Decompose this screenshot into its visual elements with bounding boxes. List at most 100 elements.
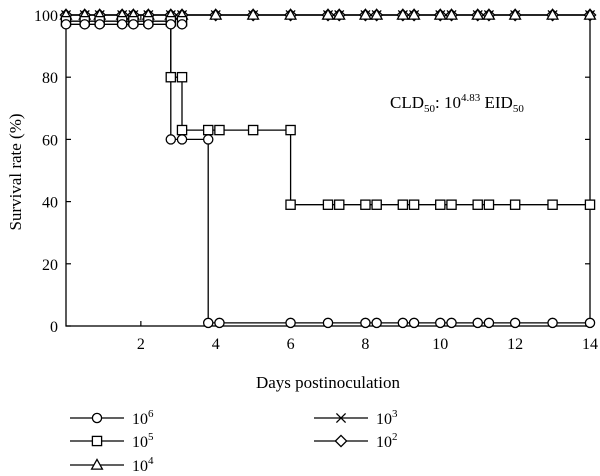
cld50-annotation: CLD50: 104.83 EID50 <box>390 92 524 115</box>
annotation-mid: : 10 <box>435 93 461 112</box>
data-point-square <box>584 199 596 210</box>
annotation-prefix: CLD <box>390 93 424 112</box>
legend-item-x: 103 <box>314 408 398 428</box>
plot-frame <box>65 14 591 327</box>
series-line-circle <box>66 23 590 324</box>
data-point-triangle <box>583 8 597 20</box>
data-point-circle <box>285 317 296 329</box>
legend-label: 105 <box>132 431 154 451</box>
legend-marker-diamond <box>334 434 348 448</box>
data-point-square <box>165 71 177 83</box>
annotation-suffix-sub: 50 <box>513 103 525 115</box>
data-point-square <box>360 199 371 210</box>
annotation-mid-sup: 4.83 <box>461 92 481 104</box>
data-point-square <box>472 199 483 210</box>
data-point-square <box>446 199 457 210</box>
legend-label-base: 10 <box>132 411 148 428</box>
y-tick-label: 0 <box>50 319 58 336</box>
legend-label-exponent: 3 <box>392 408 398 420</box>
data-point-circle <box>143 19 154 30</box>
data-point-circle <box>446 317 457 329</box>
data-point-square <box>176 71 188 83</box>
x-tick-label: 4 <box>212 336 220 353</box>
legend-label: 106 <box>132 408 154 428</box>
data-point-circle <box>128 19 139 30</box>
annotation-suffix: EID <box>480 93 513 112</box>
data-point-triangle <box>407 8 421 20</box>
data-point-circle <box>322 317 334 329</box>
data-point-circle <box>60 19 72 30</box>
data-point-circle <box>360 317 371 329</box>
legend-marker-triangle <box>90 458 104 470</box>
data-point-circle <box>408 317 420 329</box>
annotation-prefix-sub: 50 <box>424 103 436 115</box>
legend-label-exponent: 2 <box>392 431 398 443</box>
data-point-circle <box>483 317 495 329</box>
legend-item-circle: 106 <box>70 408 154 428</box>
legend-item-diamond: 102 <box>314 431 398 451</box>
data-point-triangle <box>332 8 346 20</box>
data-point-circle <box>176 19 188 30</box>
data-point-triangle <box>396 8 410 20</box>
data-point-square <box>322 199 334 210</box>
data-point-square <box>214 124 225 136</box>
axes: 2 4 6 8 10 12 14 0 20 40 60 80 100 <box>34 8 598 353</box>
data-point-square <box>285 199 296 210</box>
data-point-square <box>247 124 259 136</box>
y-tick-label: 40 <box>42 195 58 212</box>
data-point-triangle <box>546 8 560 20</box>
x-tick-label: 14 <box>582 336 598 353</box>
data-point-circle <box>116 19 128 30</box>
data-point-square <box>435 199 446 210</box>
data-point-square <box>408 199 420 210</box>
data-point-square <box>483 199 495 210</box>
series-lines <box>66 14 590 324</box>
y-tick-label: 60 <box>42 132 58 149</box>
data-point-triangle <box>358 8 372 20</box>
data-point-square <box>333 199 345 210</box>
data-point-triangle <box>284 8 298 20</box>
data-point-circle <box>176 134 188 145</box>
data-point-triangle <box>482 8 496 20</box>
series-line-square <box>66 20 590 206</box>
data-point-square <box>285 124 296 136</box>
legend-item-square: 105 <box>70 431 154 451</box>
legend-label: 104 <box>132 455 154 475</box>
data-point-square <box>202 124 214 136</box>
data-point-circle <box>472 317 483 329</box>
data-point-square <box>176 124 188 136</box>
data-point-circle <box>165 134 177 145</box>
x-tick-label: 6 <box>287 336 295 353</box>
legend-label-base: 10 <box>132 434 148 451</box>
legend-label: 102 <box>376 431 398 451</box>
data-point-circle <box>371 317 382 329</box>
legend-item-triangle: 104 <box>70 455 154 475</box>
legend-label-exponent: 5 <box>148 431 154 443</box>
legend-marker-circle <box>91 412 103 424</box>
data-point-square <box>397 199 409 210</box>
data-point-triangle <box>508 8 522 20</box>
data-point-triangle <box>370 8 384 20</box>
x-tick-label: 10 <box>432 336 448 353</box>
y-tick-label: 100 <box>34 8 58 25</box>
legend-label-exponent: 6 <box>148 408 154 420</box>
data-point-circle <box>214 317 225 329</box>
data-point-triangle <box>246 8 260 20</box>
y-tick-label: 80 <box>42 70 58 87</box>
data-point-square <box>371 199 382 210</box>
data-point-circle <box>94 19 105 30</box>
legend-marker-x <box>335 412 347 424</box>
y-tick-label: 20 <box>42 257 58 274</box>
data-point-triangle <box>433 8 447 20</box>
data-point-circle <box>202 134 214 145</box>
data-point-triangle <box>471 8 485 20</box>
data-point-circle <box>397 317 409 329</box>
legend-label-base: 10 <box>376 411 392 428</box>
y-axis-label: Survival rate (%) <box>6 113 25 230</box>
data-point-circle <box>547 317 558 329</box>
data-point-circle <box>509 317 521 329</box>
legend-label-exponent: 4 <box>148 455 154 467</box>
data-point-circle <box>435 317 446 329</box>
data-point-square <box>547 199 558 210</box>
